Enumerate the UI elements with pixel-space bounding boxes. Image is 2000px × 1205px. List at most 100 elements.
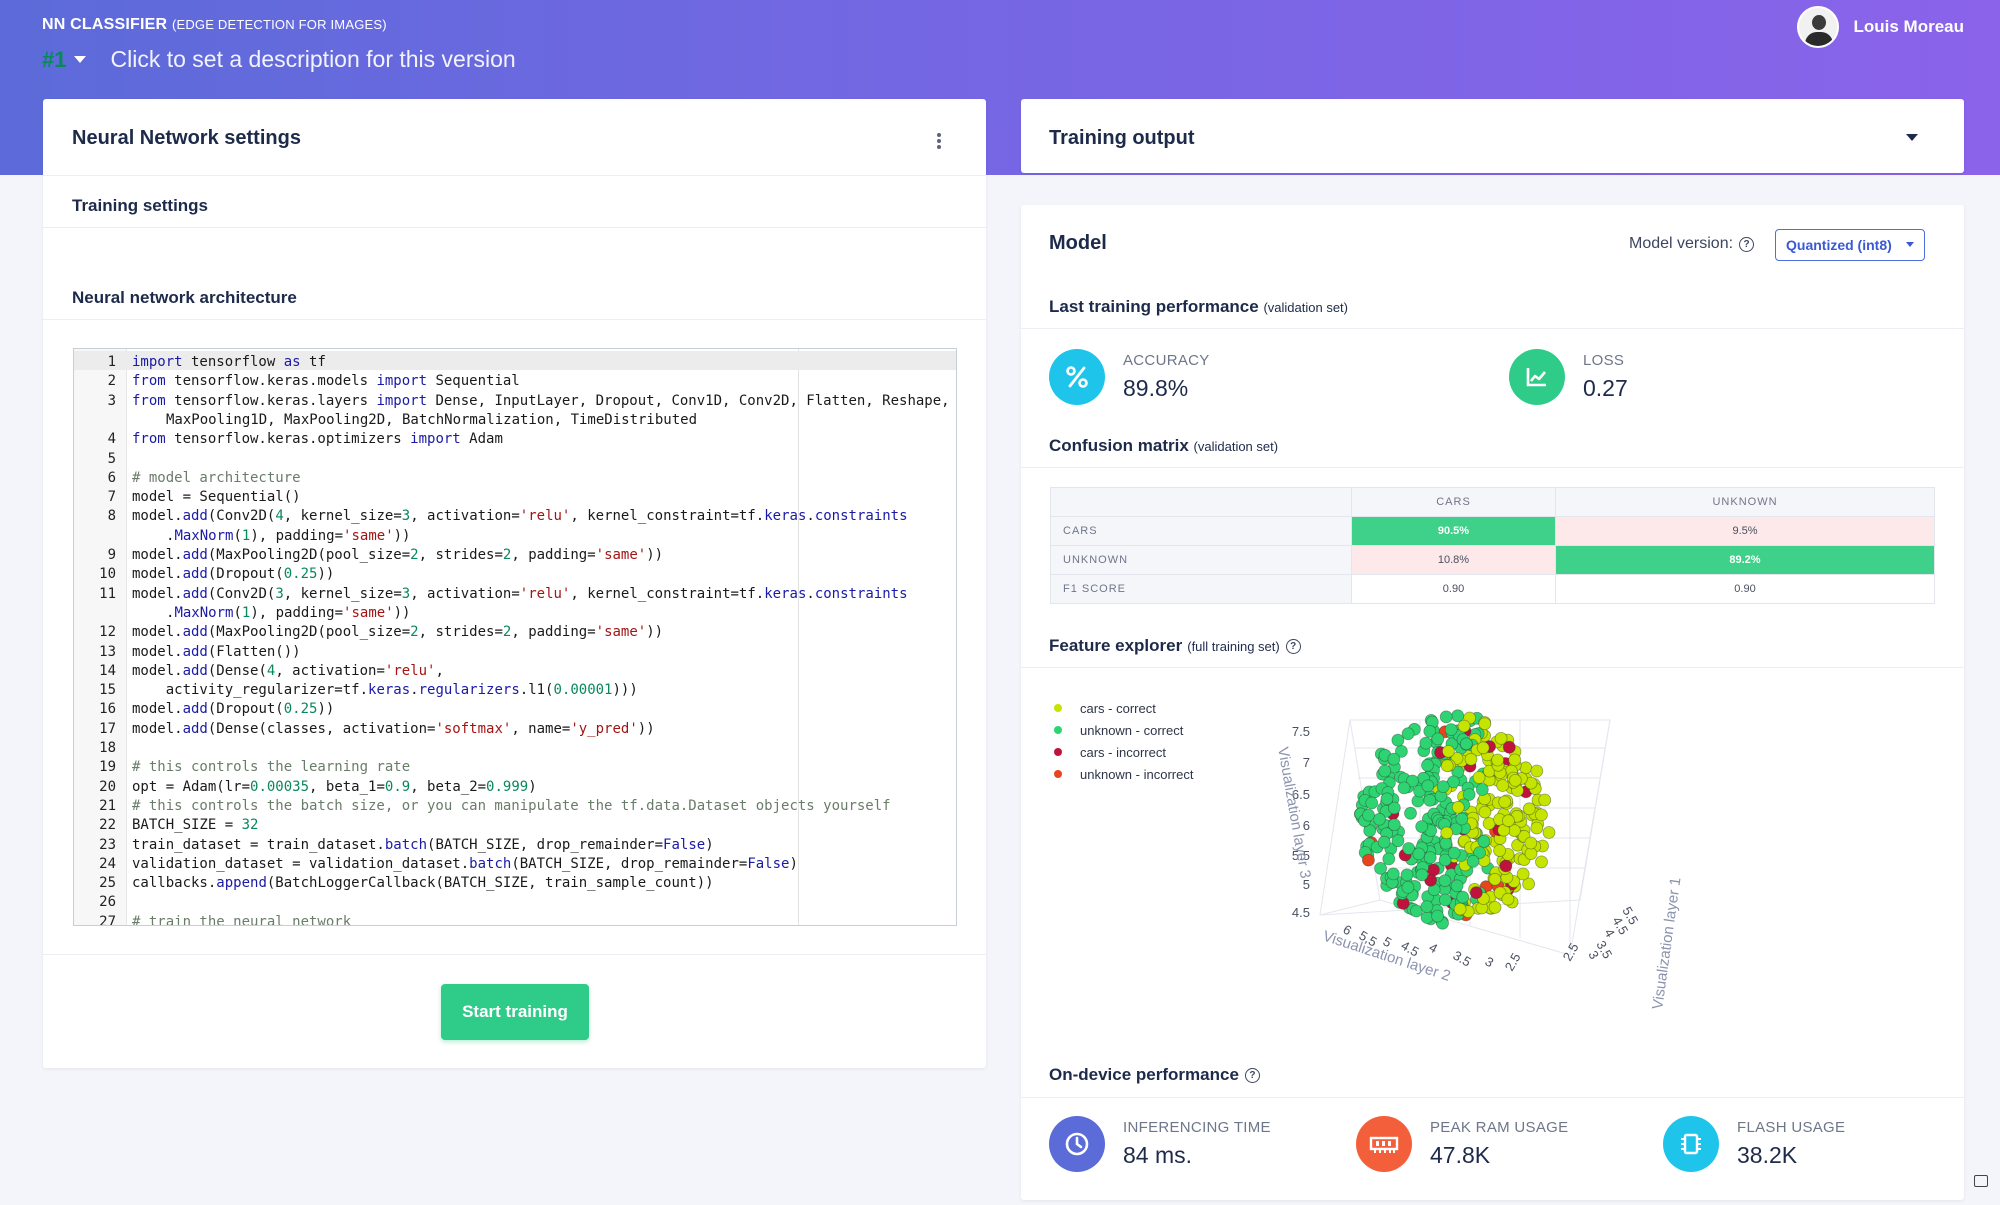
code-text[interactable]: model.add(MaxPooling2D(pool_size=2, stri…: [132, 547, 664, 563]
code-text[interactable]: model.add(Flatten()): [132, 643, 301, 660]
code-line[interactable]: 18: [74, 739, 954, 758]
code-text[interactable]: train_dataset = train_dataset.batch(BATC…: [132, 836, 714, 853]
code-line[interactable]: 11 model.add(Conv2D(3, kernel_size=3, act…: [74, 585, 954, 604]
code-line[interactable]: 6 # model architecture: [74, 469, 954, 488]
code-line[interactable]: 27 # train the neural network: [74, 913, 954, 926]
code-line[interactable]: 1 import tensorflow as tf: [74, 353, 954, 372]
version-number[interactable]: #1: [42, 46, 67, 72]
code-line[interactable]: 17 model.add(Dense(classes, activation='s…: [74, 720, 954, 739]
line-number: 13: [99, 643, 116, 660]
chevron-down-icon[interactable]: [1906, 242, 1914, 247]
scatter-point: [1482, 817, 1496, 830]
code-line[interactable]: 9 model.add(MaxPooling2D(pool_size=2, str…: [74, 546, 954, 565]
code-line[interactable]: 4 from tensorflow.keras.optimizers import…: [74, 430, 954, 449]
code-text[interactable]: model.add(Conv2D(4, kernel_size=3, activ…: [132, 508, 908, 525]
print-margin-ruler: [798, 349, 799, 925]
help-icon[interactable]: ?: [1739, 236, 1755, 252]
code-text[interactable]: import tensorflow as tf: [132, 354, 326, 370]
legend-item[interactable]: cars - incorrect: [1054, 741, 1193, 763]
code-text[interactable]: # model architecture: [132, 469, 301, 486]
code-text[interactable]: from tensorflow.keras.layers import Dens…: [132, 392, 950, 409]
code-text[interactable]: MaxPooling1D, MaxPooling2D, BatchNormali…: [166, 411, 698, 428]
code-line[interactable]: MaxPooling1D, MaxPooling2D, BatchNormali…: [74, 411, 954, 430]
scatter-point: [1386, 867, 1400, 881]
code-text[interactable]: # this controls the learning rate: [132, 759, 411, 776]
code-text[interactable]: callbacks.append(BatchLoggerCallback(BAT…: [132, 875, 714, 892]
help-icon[interactable]: ?: [1285, 638, 1301, 654]
feedback-icon[interactable]: [1974, 1175, 1988, 1187]
code-line[interactable]: 8 model.add(Conv2D(4, kernel_size=3, acti…: [74, 507, 954, 526]
code-line[interactable]: 15 activity_regularizer=tf.keras.regular…: [74, 681, 954, 700]
code-text[interactable]: from tensorflow.keras.models import Sequ…: [132, 373, 520, 390]
code-text[interactable]: model = Sequential(): [132, 489, 301, 506]
confusion-matrix: CARS UNKNOWN CARS 90.5% 9.5% UNKNOWN 10.…: [1050, 487, 1935, 604]
code-line[interactable]: 13 model.add(Flatten()): [74, 643, 954, 662]
code-text[interactable]: BATCH_SIZE = 32: [132, 817, 259, 834]
legend-item[interactable]: unknown - incorrect: [1054, 763, 1193, 785]
version-selector[interactable]: #1 Click to set a description for this v…: [42, 46, 516, 73]
legend-item[interactable]: unknown - correct: [1054, 719, 1193, 741]
scatter-point: [1421, 779, 1435, 793]
code-text[interactable]: model.add(MaxPooling2D(pool_size=2, stri…: [132, 624, 664, 641]
code-text[interactable]: .MaxNorm(1), padding='same')): [166, 527, 411, 544]
chevron-down-icon[interactable]: [74, 56, 87, 63]
code-text[interactable]: validation_dataset = validation_dataset.…: [132, 855, 798, 872]
line-number: 20: [99, 778, 116, 795]
code-text[interactable]: model.add(Dropout(0.25)): [132, 701, 335, 718]
user-menu[interactable]: Louis Moreau: [1797, 6, 1964, 48]
code-line[interactable]: 10 model.add(Dropout(0.25)): [74, 565, 954, 584]
avatar[interactable]: [1797, 6, 1840, 48]
code-text[interactable]: from tensorflow.keras.optimizers import …: [132, 431, 503, 448]
more-options-icon[interactable]: [937, 133, 941, 149]
user-name[interactable]: Louis Moreau: [1853, 17, 1964, 36]
scatter-point: [1387, 818, 1401, 832]
code-line[interactable]: 7 model = Sequential(): [74, 488, 954, 507]
code-line[interactable]: 23 train_dataset = train_dataset.batch(BA…: [74, 836, 954, 855]
legend-item[interactable]: cars - correct: [1054, 697, 1193, 719]
line-number: 9: [107, 547, 116, 563]
accuracy-metric: ACCURACY 89.8%: [1049, 349, 1210, 405]
help-icon[interactable]: ?: [1244, 1067, 1260, 1083]
code-text[interactable]: opt = Adam(lr=0.00035, beta_1=0.9, beta_…: [132, 778, 537, 795]
model-version-select[interactable]: Quantized (int8): [1775, 229, 1925, 261]
start-training-button[interactable]: Start training: [441, 984, 589, 1040]
confusion-cell: 0.90: [1351, 574, 1556, 604]
inferencing-time-metric: INFERENCING TIME 84 ms.: [1049, 1116, 1271, 1172]
code-text[interactable]: activity_regularizer=tf.keras.regularize…: [132, 682, 638, 699]
code-text[interactable]: model.add(Dense(classes, activation='sof…: [132, 720, 655, 737]
training-output-title: Training output: [1049, 127, 1195, 149]
version-description[interactable]: Click to set a description for this vers…: [110, 46, 516, 72]
tick-label: 3.5: [1451, 948, 1474, 970]
feature-explorer-note: (full training set): [1187, 638, 1280, 654]
code-text[interactable]: # this controls the batch size, or you c…: [132, 797, 891, 814]
code-line[interactable]: 16 model.add(Dropout(0.25)): [74, 700, 954, 719]
feature-explorer-3d-plot[interactable]: 7.5 7 6.5 6 5.5 5 4.5 6 5.5 5 4.5 4 3.5 …: [1270, 700, 1710, 1020]
code-line[interactable]: 2 from tensorflow.keras.models import Seq…: [74, 372, 954, 391]
code-line[interactable]: 20 opt = Adam(lr=0.00035, beta_1=0.9, bet…: [74, 778, 954, 797]
code-line[interactable]: .MaxNorm(1), padding='same')): [74, 604, 954, 623]
code-line[interactable]: 21 # this controls the batch size, or you…: [74, 797, 954, 816]
code-line[interactable]: 24 validation_dataset = validation_datase…: [74, 855, 954, 874]
confusion-cell: 89.2%: [1555, 545, 1935, 575]
code-line[interactable]: 5: [74, 450, 954, 469]
code-text[interactable]: .MaxNorm(1), padding='same')): [166, 604, 411, 621]
scatter-point: [1406, 774, 1419, 788]
code-line[interactable]: 19 # this controls the learning rate: [74, 758, 954, 777]
chevron-down-icon[interactable]: [1906, 134, 1918, 141]
code-line[interactable]: 26: [74, 893, 954, 912]
scatter-point: [1415, 820, 1429, 833]
scatter-point: [1440, 759, 1454, 773]
code-editor[interactable]: 1 import tensorflow as tf 2 from tensorflow…: [73, 348, 957, 926]
code-line[interactable]: .MaxNorm(1), padding='same')): [74, 527, 954, 546]
scatter-point: [1447, 846, 1461, 860]
code-text[interactable]: model.add(Conv2D(3, kernel_size=3, activ…: [132, 585, 908, 602]
model-version-value[interactable]: Quantized (int8): [1786, 237, 1892, 253]
code-text[interactable]: # train the neural network: [132, 913, 352, 926]
code-text[interactable]: model.add(Dropout(0.25)): [132, 566, 335, 583]
code-text[interactable]: model.add(Dense(4, activation='relu',: [132, 662, 444, 679]
code-line[interactable]: 12 model.add(MaxPooling2D(pool_size=2, st…: [74, 623, 954, 642]
code-line[interactable]: 25 callbacks.append(BatchLoggerCallback(B…: [74, 874, 954, 893]
code-line[interactable]: 3 from tensorflow.keras.layers import Den…: [74, 392, 954, 411]
code-line[interactable]: 22 BATCH_SIZE = 32: [74, 816, 954, 835]
code-line[interactable]: 14 model.add(Dense(4, activation='relu',: [74, 662, 954, 681]
